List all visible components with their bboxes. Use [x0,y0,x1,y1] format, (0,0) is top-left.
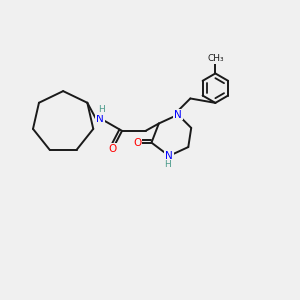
Text: O: O [133,138,142,148]
Text: O: O [108,143,116,154]
Text: N: N [174,110,182,120]
Text: N: N [165,151,173,161]
Text: CH₃: CH₃ [207,54,224,63]
Text: N: N [96,114,104,124]
Text: H: H [98,105,105,114]
Text: H: H [164,160,171,169]
